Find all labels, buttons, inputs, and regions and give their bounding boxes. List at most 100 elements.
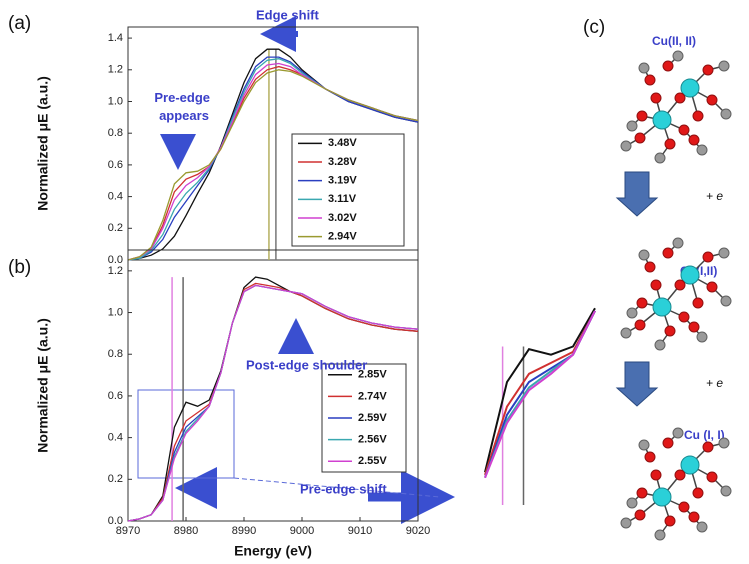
c-atom bbox=[639, 63, 649, 73]
o-atom bbox=[663, 438, 673, 448]
c-atom bbox=[719, 61, 729, 71]
c-atom bbox=[673, 51, 683, 61]
c-atom bbox=[719, 248, 729, 258]
o-atom bbox=[651, 93, 661, 103]
y-tick-label: 0.6 bbox=[108, 390, 123, 402]
o-atom bbox=[665, 516, 675, 526]
o-atom bbox=[679, 312, 689, 322]
x-tick-label: 9010 bbox=[348, 525, 372, 537]
o-atom bbox=[693, 111, 703, 121]
o-atom bbox=[637, 488, 647, 498]
step-arrow bbox=[617, 362, 657, 406]
o-atom bbox=[707, 95, 717, 105]
panel-label: (c) bbox=[583, 17, 605, 38]
y-tick-label: 1.0 bbox=[108, 306, 123, 318]
c-atom bbox=[621, 141, 631, 151]
panel-label: (b) bbox=[8, 257, 31, 278]
cu-atom bbox=[653, 111, 671, 129]
o-atom bbox=[707, 472, 717, 482]
legend-label: 2.94V bbox=[328, 231, 357, 243]
cu-atom bbox=[653, 488, 671, 506]
legend-label: 3.28V bbox=[328, 156, 357, 168]
annotation: Pre-edge appears bbox=[154, 90, 213, 123]
legend-label: 2.55V bbox=[358, 455, 387, 467]
x-tick-label: 8980 bbox=[174, 525, 198, 537]
step-label: + e bbox=[706, 189, 723, 203]
o-atom bbox=[679, 125, 689, 135]
o-atom bbox=[675, 470, 685, 480]
c-atom bbox=[655, 153, 665, 163]
y-axis-label: Normalized μE (a.u.) bbox=[35, 318, 51, 453]
c-atom bbox=[721, 296, 731, 306]
y-tick-label: 1.2 bbox=[108, 265, 123, 277]
o-atom bbox=[679, 502, 689, 512]
figure: (a) (b) (c) Cu(II, II) Cu(I,II) Cu (I, I… bbox=[0, 0, 749, 564]
o-atom bbox=[703, 442, 713, 452]
c-atom bbox=[627, 121, 637, 131]
legend-label: 3.19V bbox=[328, 175, 357, 187]
legend-label: 2.56V bbox=[358, 434, 387, 446]
c-atom bbox=[655, 530, 665, 540]
x-tick-label: 9000 bbox=[290, 525, 314, 537]
c-atom bbox=[627, 498, 637, 508]
c-atom bbox=[697, 145, 707, 155]
cu-atom bbox=[653, 298, 671, 316]
inset-line bbox=[485, 308, 595, 472]
o-atom bbox=[703, 252, 713, 262]
y-tick-label: 0.8 bbox=[108, 348, 123, 360]
o-atom bbox=[675, 280, 685, 290]
y-tick-label: 1.2 bbox=[108, 64, 123, 76]
o-atom bbox=[663, 61, 673, 71]
o-atom bbox=[693, 298, 703, 308]
step-label: + e bbox=[706, 376, 723, 390]
o-atom bbox=[689, 512, 699, 522]
x-tick-label: 8990 bbox=[232, 525, 256, 537]
o-atom bbox=[689, 135, 699, 145]
y-tick-label: 0.6 bbox=[108, 159, 123, 171]
y-tick-label: 0.4 bbox=[108, 191, 123, 203]
c-atom bbox=[627, 308, 637, 318]
o-atom bbox=[645, 452, 655, 462]
c-atom bbox=[655, 340, 665, 350]
c-atom bbox=[719, 438, 729, 448]
o-atom bbox=[635, 320, 645, 330]
c-atom bbox=[673, 428, 683, 438]
legend-label: 3.48V bbox=[328, 137, 357, 149]
annotation: Edge shift bbox=[256, 7, 320, 22]
c-atom bbox=[697, 332, 707, 342]
o-atom bbox=[665, 326, 675, 336]
o-atom bbox=[635, 133, 645, 143]
o-atom bbox=[637, 111, 647, 121]
o-atom bbox=[651, 470, 661, 480]
molecule bbox=[621, 428, 731, 540]
o-atom bbox=[675, 93, 685, 103]
y-tick-label: 1.0 bbox=[108, 95, 123, 107]
panel-label: (a) bbox=[8, 13, 31, 34]
o-atom bbox=[693, 488, 703, 498]
o-atom bbox=[645, 262, 655, 272]
legend-label: 3.11V bbox=[328, 193, 357, 205]
o-atom bbox=[663, 248, 673, 258]
state-label: Cu(II, II) bbox=[652, 34, 696, 48]
o-atom bbox=[665, 139, 675, 149]
o-atom bbox=[645, 75, 655, 85]
x-tick-label: 9020 bbox=[406, 525, 430, 537]
molecule bbox=[621, 238, 731, 350]
c-atom bbox=[621, 518, 631, 528]
y-tick-label: 0.8 bbox=[108, 127, 123, 139]
o-atom bbox=[637, 298, 647, 308]
o-atom bbox=[651, 280, 661, 290]
annotation: Pre-edge shift bbox=[300, 481, 387, 496]
x-axis-label: Energy (eV) bbox=[234, 543, 312, 559]
annotation: Post-edge shoulder bbox=[246, 357, 367, 372]
o-atom bbox=[703, 65, 713, 75]
diagram: Cu(II, II) Cu(I,II) Cu (I, I) + e + e bbox=[617, 34, 731, 540]
o-atom bbox=[689, 322, 699, 332]
y-tick-label: 1.4 bbox=[108, 32, 123, 44]
x-tick-label: 8970 bbox=[116, 525, 140, 537]
c-atom bbox=[721, 486, 731, 496]
legend-label: 3.02V bbox=[328, 212, 357, 224]
c-atom bbox=[697, 522, 707, 532]
y-tick-label: 0.2 bbox=[108, 473, 123, 485]
step-arrow bbox=[617, 172, 657, 216]
